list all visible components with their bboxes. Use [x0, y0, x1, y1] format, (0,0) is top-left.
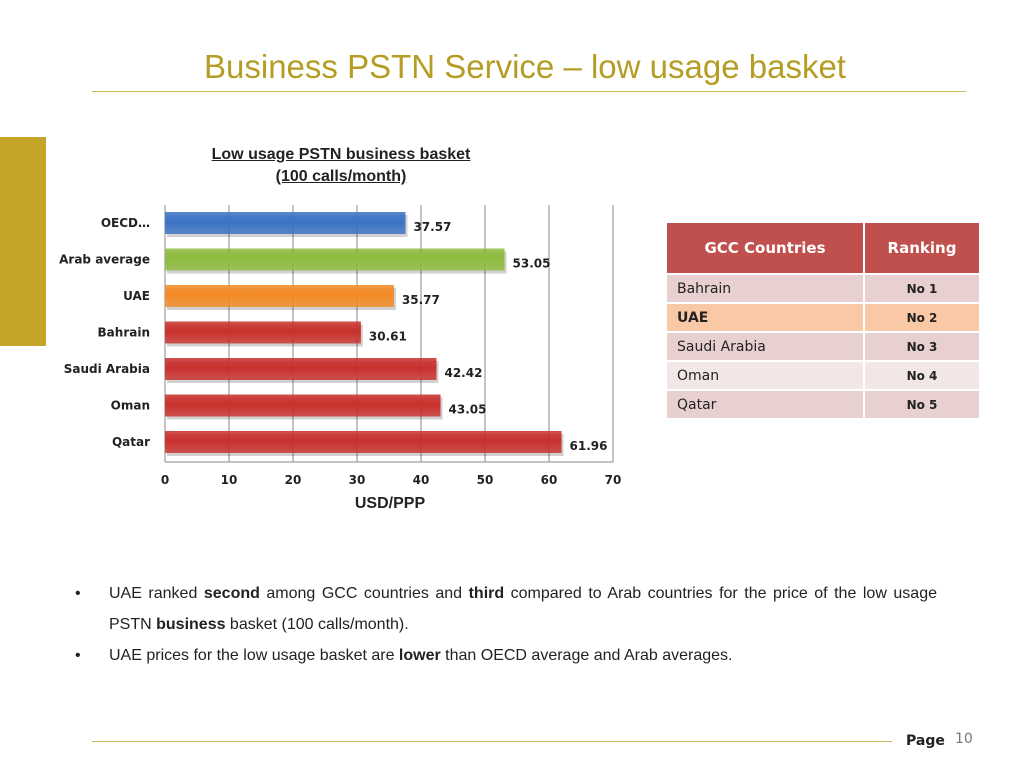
data-label: 30.61 — [369, 330, 407, 344]
footer-divider — [92, 741, 892, 742]
bar-0 — [165, 212, 406, 234]
table-cell-rank: No 4 — [863, 360, 981, 391]
data-label: 53.05 — [513, 257, 551, 271]
table-row: Saudi Arabia No 3 — [665, 331, 981, 362]
table-body: Bahrain No 1 UAE No 2 Saudi Arabia No 3 Oman No… — [665, 273, 981, 420]
bar-3 — [165, 321, 361, 344]
bullet-list: UAE ranked second among GCC countries an… — [75, 578, 937, 671]
table-row: Qatar No 5 — [665, 389, 981, 420]
table-cell-rank: No 5 — [863, 389, 981, 420]
bullet-emphasis: second — [203, 585, 260, 602]
header-gcc-countries: GCC Countries — [665, 221, 865, 275]
x-tick-label: 0 — [161, 473, 169, 487]
bar-2 — [165, 285, 394, 307]
table-row: Bahrain No 1 — [665, 273, 981, 304]
category-label: Bahrain — [98, 326, 150, 340]
bullet-emphasis: lower — [398, 647, 441, 664]
bar-4 — [165, 358, 437, 380]
x-axis-title: USD/PPP — [354, 495, 426, 512]
bullet-text: than OECD average and Arab averages. — [440, 647, 733, 664]
bar-6 — [165, 431, 562, 453]
page-label: Page — [906, 733, 945, 749]
slide-title: Business PSTN Service – low usage basket — [204, 48, 846, 85]
title-divider — [92, 91, 966, 92]
category-label: Qatar — [112, 435, 150, 449]
x-tick-label: 10 — [221, 473, 238, 487]
x-tick-label: 70 — [605, 473, 622, 487]
x-tick-label: 60 — [541, 473, 558, 487]
chart-title-line-2: (100 calls/month) — [275, 168, 407, 185]
data-label: 42.42 — [444, 366, 482, 380]
x-tick-label: 30 — [349, 473, 366, 487]
bullet-item: UAE prices for the low usage basket are … — [75, 640, 937, 671]
table-cell-rank: No 2 — [863, 302, 981, 333]
table-cell-country: Oman — [665, 360, 865, 391]
category-label: Oman — [111, 399, 150, 413]
bullet-text: compared to Arab countries for the price… — [109, 585, 937, 633]
category-label: Saudi Arabia — [64, 362, 150, 376]
category-label: OECD… — [101, 216, 150, 230]
bar-5 — [165, 394, 441, 417]
category-label: Arab average — [59, 253, 150, 267]
table-cell-rank: No 1 — [863, 273, 981, 304]
bullet-emphasis: business — [156, 616, 226, 633]
bullet-item: UAE ranked second among GCC countries an… — [75, 578, 937, 640]
data-label: 43.05 — [449, 403, 487, 417]
data-label: 35.77 — [402, 293, 440, 307]
bullet-text: UAE prices for the low usage basket are — [109, 647, 399, 664]
table-cell-country: UAE — [665, 302, 865, 333]
table-cell-country: Bahrain — [665, 273, 865, 304]
x-tick-label: 20 — [285, 473, 302, 487]
table-header-row: GCC Countries Ranking — [665, 221, 981, 275]
data-label: 61.96 — [570, 439, 608, 453]
gcc-ranking-table: GCC Countries Ranking Bahrain No 1 UAE No 2… — [665, 221, 981, 420]
table-cell-rank: No 3 — [863, 331, 981, 362]
chart-title: Low usage PSTN business basket (100 call… — [180, 144, 502, 188]
decorative-side-block — [0, 137, 46, 346]
page-number: 10 — [955, 731, 973, 747]
header-ranking: Ranking — [863, 221, 981, 275]
bullet-text: among GCC countries and — [259, 585, 469, 602]
x-tick-label: 50 — [477, 473, 494, 487]
table-row: Oman No 4 — [665, 360, 981, 391]
chart-title-line-1: Low usage PSTN business basket — [211, 146, 471, 163]
x-tick-label: 40 — [413, 473, 430, 487]
table-cell-country: Saudi Arabia — [665, 331, 865, 362]
bullet-text: UAE ranked — [109, 585, 204, 602]
table-cell-country: Qatar — [665, 389, 865, 420]
bullet-text: basket (100 calls/month). — [225, 616, 409, 633]
category-label: UAE — [123, 289, 150, 303]
bar-1 — [165, 248, 505, 271]
table-row: UAE No 2 — [665, 302, 981, 333]
bullet-emphasis: third — [468, 585, 505, 602]
data-label: 37.57 — [413, 220, 451, 234]
